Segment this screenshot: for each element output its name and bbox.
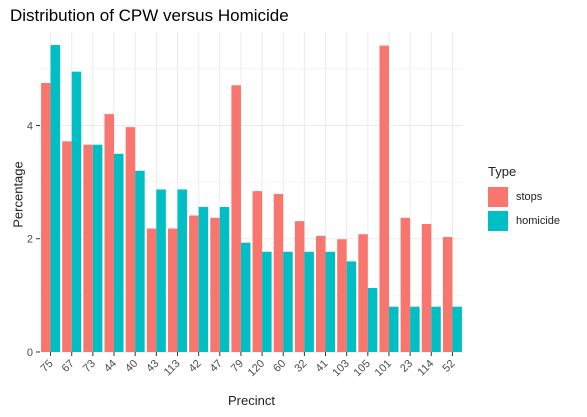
grid-lines — [40, 32, 463, 353]
bar-stops-40 — [125, 127, 136, 352]
bar-homicide-103 — [346, 261, 357, 352]
x-tick-label: 67 — [60, 358, 77, 375]
x-tick-label: 60 — [271, 358, 288, 375]
bar-homicide-73 — [92, 144, 103, 352]
bar-stops-23 — [400, 217, 411, 352]
bar-stops-52 — [442, 237, 453, 352]
bar-homicide-67 — [71, 71, 82, 352]
bar-stops-73 — [83, 144, 93, 352]
bar-homicide-79 — [240, 242, 251, 352]
bar-homicide-41 — [325, 251, 336, 352]
bar-stops-103 — [337, 239, 347, 352]
chart-title: Distribution of CPW versus Homicide — [10, 6, 289, 25]
x-tick-label: 114 — [416, 358, 437, 379]
bar-stops-47 — [210, 217, 220, 352]
legend-label-homicide: homicide — [516, 215, 561, 227]
bar-homicide-43 — [156, 189, 166, 352]
legend-swatch-stops — [488, 187, 508, 207]
legend-swatch-homicide — [488, 211, 508, 231]
legend: Type stops homicide — [488, 164, 560, 233]
bar-homicide-60 — [283, 251, 293, 352]
bar-stops-101 — [379, 45, 389, 352]
bar-stops-114 — [421, 224, 432, 352]
bar-homicide-101 — [388, 306, 399, 352]
bar-homicide-113 — [177, 189, 187, 352]
x-tick-label: 79 — [229, 358, 246, 375]
legend-title: Type — [488, 164, 517, 179]
x-tick-label: 113 — [162, 358, 183, 379]
bar-homicide-32 — [304, 251, 314, 352]
bar-homicide-105 — [367, 288, 378, 352]
bar-stops-44 — [104, 114, 115, 352]
x-tick-label: 43 — [144, 358, 161, 375]
x-tick-label: 52 — [440, 358, 457, 375]
bar-homicide-120 — [262, 251, 272, 352]
bar-homicide-52 — [452, 306, 462, 352]
x-axis-ticks: 75 67 73 44 40 43 113 42 47 79 120 60 32 41 103 105 101 2… — [39, 352, 458, 379]
bar-homicide-44 — [114, 153, 124, 352]
bar-stops-105 — [358, 234, 368, 352]
legend-item-stops: stops — [488, 185, 560, 209]
x-tick-label: 47 — [208, 358, 225, 375]
bar-stops-32 — [294, 221, 305, 352]
x-tick-label: 44 — [102, 358, 119, 375]
legend-item-homicide: homicide — [488, 209, 560, 233]
bar-homicide-75 — [50, 45, 61, 352]
y-tick-label: 2 — [27, 234, 33, 246]
bar-stops-75 — [41, 82, 51, 352]
bar-stops-67 — [62, 141, 72, 352]
x-tick-label: 40 — [123, 358, 140, 375]
bar-homicide-40 — [135, 170, 145, 352]
x-tick-label: 101 — [373, 358, 394, 379]
bar-stops-120 — [252, 191, 263, 352]
bar-homicide-23 — [410, 306, 420, 352]
bar-stops-43 — [146, 228, 157, 352]
x-tick-label: 120 — [246, 358, 267, 379]
bar-homicide-114 — [431, 306, 441, 352]
bar-stops-41 — [316, 235, 326, 352]
bar-homicide-42 — [198, 207, 209, 352]
bar-homicide-47 — [219, 207, 230, 352]
legend-label-stops: stops — [516, 191, 543, 203]
x-tick-label: 41 — [313, 358, 330, 375]
y-axis-ticks: 0 2 4 — [27, 120, 40, 359]
x-tick-label: 103 — [330, 358, 351, 379]
x-tick-label: 32 — [292, 358, 309, 375]
x-axis-label: Precinct — [228, 393, 275, 408]
x-tick-label: 42 — [187, 358, 204, 375]
bar-stops-42 — [189, 215, 199, 352]
x-tick-label: 23 — [398, 358, 415, 375]
y-tick-label: 4 — [27, 120, 33, 132]
bar-stops-60 — [273, 193, 284, 352]
bar-stops-113 — [167, 228, 178, 352]
bars — [41, 45, 462, 352]
x-tick-label: 75 — [39, 358, 56, 375]
y-axis-label: Percentage — [10, 161, 26, 228]
x-tick-label: 73 — [81, 358, 98, 375]
x-tick-label: 105 — [351, 358, 372, 379]
y-tick-label: 0 — [27, 347, 33, 359]
bar-stops-79 — [231, 85, 241, 352]
